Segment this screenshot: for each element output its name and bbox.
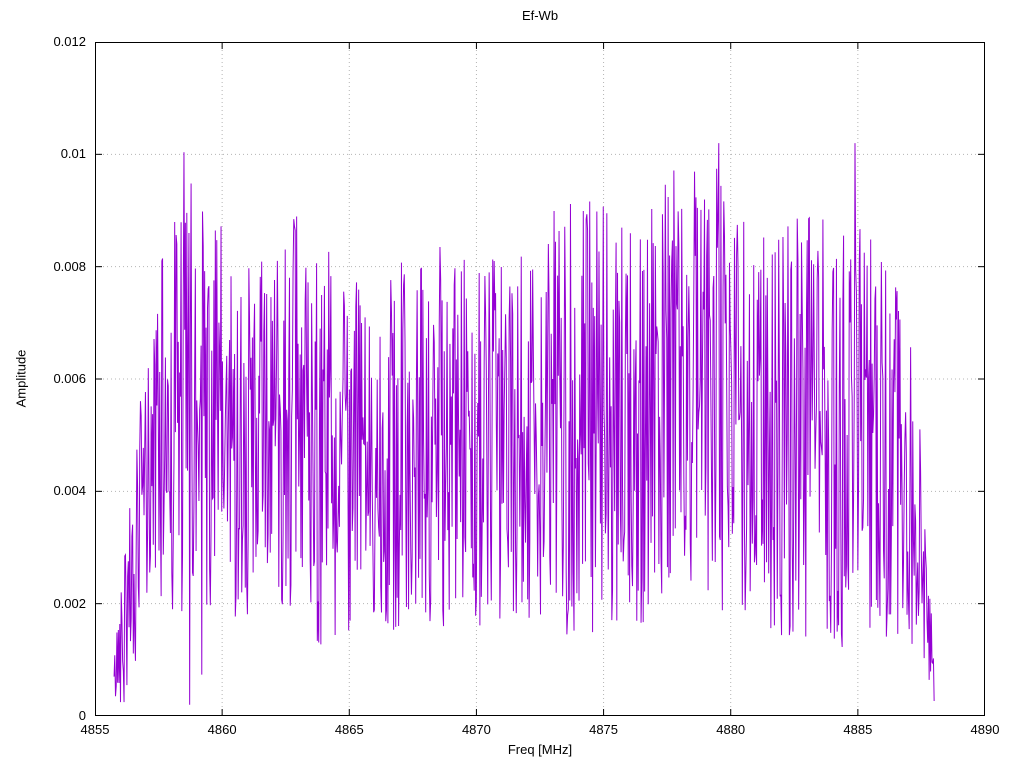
chart-title: Ef-Wb	[521, 8, 559, 23]
y-tick-label: 0.01	[60, 146, 86, 162]
x-tick-label: 4865	[334, 722, 364, 737]
y-tick-label: 0.008	[53, 258, 86, 274]
x-tick-label: 4870	[461, 722, 491, 737]
series-path	[113, 143, 935, 705]
x-tick-label: 4885	[843, 722, 873, 737]
x-axis-label: Freq [MHz]	[507, 742, 573, 757]
x-tick-label: 4875	[589, 722, 619, 737]
series-line	[113, 143, 935, 705]
y-tick-label: 0.006	[53, 371, 86, 386]
plot-area	[95, 42, 985, 716]
x-tick-label: 4855	[80, 722, 110, 737]
y-tick-label: 0.002	[53, 595, 86, 611]
x-tick-label: 4860	[207, 722, 237, 737]
y-tick-label: 0.012	[53, 34, 86, 49]
y-tick-label: 0.004	[53, 483, 86, 499]
plot-border	[95, 42, 985, 716]
axis-tick-marks	[95, 42, 985, 716]
x-tick-label: 4880	[716, 722, 746, 737]
x-tick-label: 4890	[970, 722, 1000, 737]
y-tick-label: 0	[78, 708, 86, 723]
